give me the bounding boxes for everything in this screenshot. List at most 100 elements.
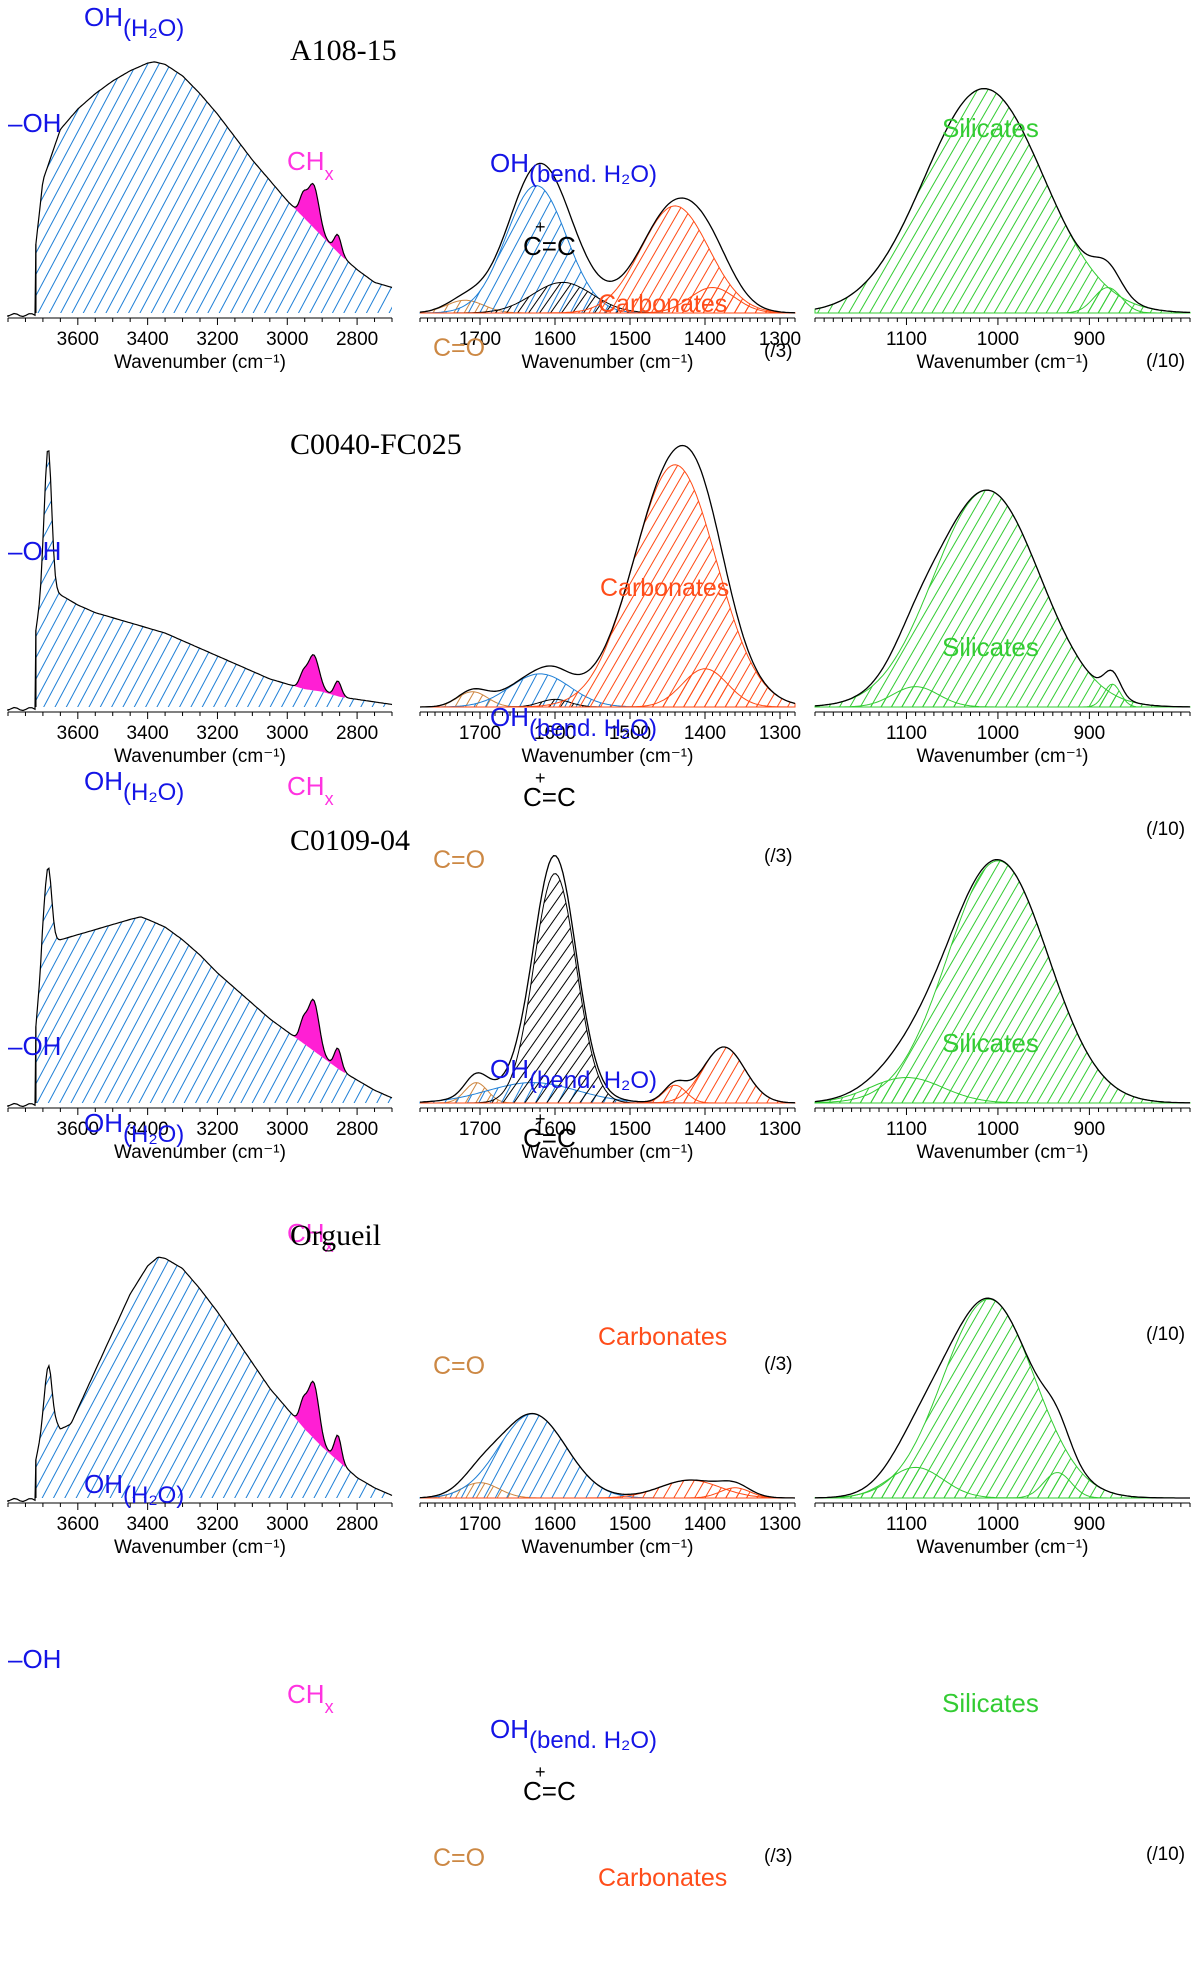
x-axis-label: Wavenumber (cm⁻¹) [917, 1537, 1089, 1558]
x-tick-label: 900 [1074, 1119, 1106, 1140]
sample-title: A108-15 [290, 34, 397, 67]
carbonate-component [420, 1487, 795, 1499]
spectrum-line [7, 61, 393, 318]
carbonates-label: Carbonates [598, 290, 727, 318]
x-tick-label: 3000 [266, 723, 308, 744]
oh-bend-label: OH(bend. H₂O) [490, 702, 657, 742]
sample-title: C0040-FC025 [290, 428, 462, 461]
oh-bend-label: OH(bend. H₂O) [490, 148, 657, 188]
x-axis-label: Wavenumber (cm⁻¹) [114, 1537, 286, 1558]
spectrum-line [7, 450, 393, 712]
spectrum-line [814, 858, 1190, 1104]
x-tick-label: 1000 [977, 1119, 1019, 1140]
free-oh-label: –OH [8, 108, 61, 138]
x-axis-label: Wavenumber (cm⁻¹) [522, 1537, 694, 1558]
silicate-component [814, 860, 1191, 1104]
water-band-area [35, 450, 393, 707]
x-tick-label: 1300 [759, 1514, 801, 1535]
silicates-label: Silicates [942, 113, 1039, 143]
free-oh-label: –OH [8, 1031, 61, 1061]
x-tick-label: 3000 [266, 1119, 308, 1140]
spectrum-line [815, 1297, 1190, 1499]
spectrum-line [814, 87, 1190, 314]
x-tick-label: 1300 [759, 329, 801, 350]
x-tick-label: 900 [1074, 1514, 1106, 1535]
carbonate-component [420, 286, 795, 314]
plus-sign: + [535, 768, 546, 788]
cc-label: C=C [523, 1123, 576, 1153]
cc-label: C=C [523, 1776, 576, 1806]
carbonate-component [420, 668, 795, 708]
x-tick-label: 900 [1074, 723, 1106, 744]
water-band-area [35, 868, 393, 1103]
panel-1: 3600 3400 3200 3000 2800 Wavenumber (cm⁻¹) [7, 1256, 393, 1558]
x-tick-label: 2800 [336, 1119, 378, 1140]
x-tick-label: 1100 [886, 723, 927, 744]
carbonate-component [420, 1084, 795, 1104]
panel-2: 1700 1600 1500 1400 1300 Wavenumber (cm⁻¹) [419, 1412, 801, 1558]
scale-3-label: (/3) [764, 1354, 793, 1375]
scale-3-label: (/3) [764, 1846, 793, 1867]
free-oh-label: –OH [8, 536, 61, 566]
x-tick-label: 1600 [534, 1514, 576, 1535]
x-tick-label: 3000 [266, 329, 308, 350]
plus-sign: + [535, 1762, 546, 1782]
x-tick-label: 1400 [684, 1514, 726, 1535]
oh-water-label: OH(H₂O) [84, 1108, 184, 1148]
sample-row: C0109-04 3600 3400 3200 3000 2800 Wavenumber (… [7, 824, 1191, 1380]
panel-1: 3600 3400 3200 3000 2800 Wavenumber (cm⁻¹) [7, 450, 393, 767]
x-tick-label: 1600 [534, 723, 576, 744]
water-component [419, 1413, 795, 1499]
panel-2: 1700 1600 1500 1400 1300 Wavenumber (cm⁻¹) [419, 444, 801, 767]
x-tick-label: 1000 [977, 1514, 1019, 1535]
water-band-area [35, 1257, 393, 1498]
x-tick-label: 1300 [759, 723, 801, 744]
x-tick-label: 1500 [609, 1119, 651, 1140]
x-tick-label: 1000 [977, 329, 1019, 350]
silicates-label: Silicates [942, 632, 1039, 662]
x-tick-label: 1400 [684, 329, 726, 350]
x-tick-label: 3600 [57, 329, 99, 350]
x-tick-label: 2800 [336, 723, 378, 744]
x-tick-label: 1300 [759, 1119, 801, 1140]
co-label: C=O [433, 1352, 485, 1380]
panel-2: 1700 1600 1500 1400 1300 Wavenumber (cm⁻¹) [419, 855, 801, 1163]
silicate-component [814, 1298, 1190, 1499]
scale-10-label: (/10) [1146, 351, 1185, 372]
x-tick-label: 1100 [886, 329, 927, 350]
oh-bend-label: OH(bend. H₂O) [490, 1714, 657, 1754]
free-oh-label: –OH [8, 1644, 61, 1674]
water-band-area [35, 61, 393, 314]
x-tick-label: 3600 [57, 1119, 99, 1140]
cc-label: C=C [523, 782, 576, 812]
x-tick-label: 3600 [57, 1514, 99, 1535]
x-tick-label: 900 [1074, 329, 1106, 350]
x-axis-label: Wavenumber (cm⁻¹) [917, 746, 1089, 767]
ch-band-area [291, 654, 346, 698]
scale-3-label: (/3) [764, 846, 793, 867]
x-axis-label: Wavenumber (cm⁻¹) [522, 746, 694, 767]
sample-row: Orgueil 3600 3400 3200 3000 2800 Wavenumber (c… [7, 1219, 1191, 1892]
silicates-label: Silicates [942, 1688, 1039, 1718]
scale-10-label: (/10) [1146, 1324, 1185, 1345]
sample-row: A108-15 3600 3400 3200 3000 2800 Wavenumber (c… [7, 2, 1191, 373]
x-axis-label: Wavenumber (cm⁻¹) [917, 352, 1089, 373]
panel-2: 1700 1600 1500 1400 1300 Wavenumber (cm⁻¹) [419, 162, 801, 373]
x-tick-label: 3400 [126, 723, 168, 744]
ch-band-area [291, 1381, 346, 1468]
carbonates-label: Carbonates [598, 1864, 727, 1892]
ch-label: CHx [287, 146, 334, 184]
spectrum-line [419, 444, 796, 708]
x-tick-label: 3400 [126, 1514, 168, 1535]
panel-1: 3600 3400 3200 3000 2800 Wavenumber (cm⁻¹) [7, 61, 393, 373]
spectrum-line [419, 1412, 796, 1499]
co-label: C=O [433, 1844, 485, 1872]
x-tick-label: 3200 [196, 723, 238, 744]
scale-3-label: (/3) [764, 341, 793, 362]
x-axis-label: Wavenumber (cm⁻¹) [522, 352, 694, 373]
x-axis-label: Wavenumber (cm⁻¹) [114, 1142, 286, 1163]
silicate-component [815, 286, 1190, 314]
